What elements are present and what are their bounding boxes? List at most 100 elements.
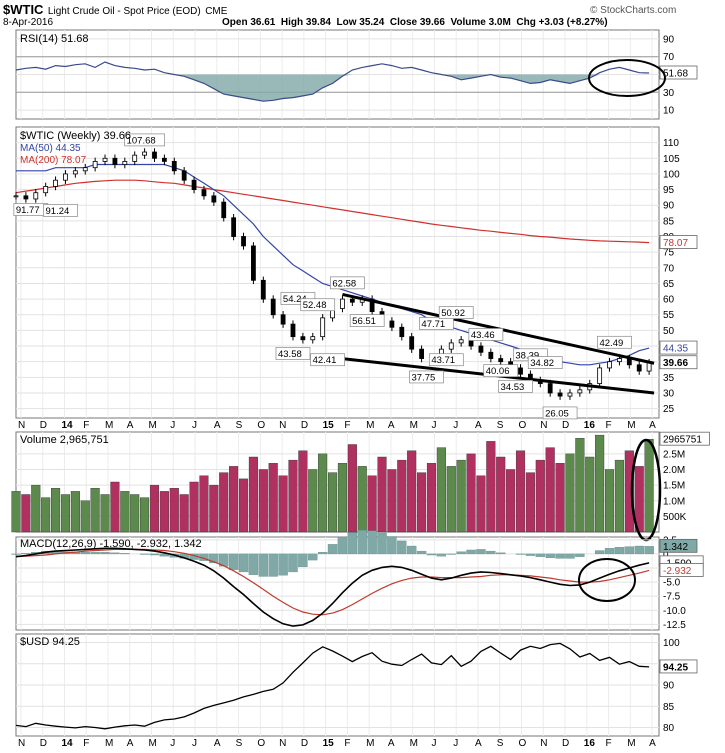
price-y-tick-label: 90: [663, 201, 675, 212]
volume-bar-down: [258, 469, 268, 533]
bottom-axis-x-tick-label: J: [431, 738, 436, 749]
top-axis-x-tick-label: A: [214, 420, 221, 431]
top-axis-x-tick-label: A: [475, 420, 482, 431]
price-candle-down: [488, 351, 494, 359]
top-axis-x-tick-label: J: [170, 420, 175, 431]
usd-legend: $USD 94.25: [20, 636, 80, 648]
price-candle-up: [33, 192, 39, 200]
rsi-oversold-fill: [16, 74, 650, 102]
macd-histogram-bar: [486, 550, 496, 555]
volume-value-tag: 2965751: [663, 435, 702, 446]
macd-histogram-bar: [397, 540, 407, 555]
bottom-axis-x-tick-label: N: [279, 738, 286, 749]
volume-bar-down: [555, 463, 565, 533]
volume-bar-up: [120, 491, 130, 533]
top-axis-x-tick-label: A: [388, 420, 395, 431]
volume-bar-down: [407, 450, 417, 533]
price-candle-up: [13, 195, 19, 198]
volume-bar-up: [308, 469, 318, 533]
price-candle-up: [448, 342, 454, 350]
price-y-tick-label: 105: [663, 154, 680, 165]
price-annotation-box: [483, 364, 519, 378]
top-axis-x-tick-label: N: [279, 420, 286, 431]
volume-bar-down: [21, 494, 31, 533]
macd-y-tick-label: 0: [663, 549, 669, 560]
macd-value-tag-box: [659, 538, 698, 553]
usd-value-tag-box: [659, 659, 698, 674]
price-annotation-box: [300, 298, 336, 312]
macd-histogram-bar: [496, 552, 506, 555]
price-candle-up: [567, 392, 573, 397]
macd-histogram-bar: [90, 552, 100, 555]
volume-bar-down: [387, 469, 397, 533]
volume-bar-up: [357, 466, 367, 533]
price-candle-up: [577, 389, 583, 394]
macd-histogram-bar: [357, 530, 367, 555]
bottom-axis-x-tick-label: 16: [584, 738, 596, 749]
price-candle-down: [251, 245, 256, 281]
price-candle-down: [201, 189, 207, 197]
macd-histogram-bar: [337, 536, 348, 555]
ma200-legend: MA(200) 78.07: [20, 155, 87, 166]
volume-bar-down: [209, 484, 219, 533]
ma50-legend: MA(50) 44.35: [20, 143, 81, 154]
usd-y-tick-label: 85: [663, 702, 675, 713]
price-annotation: 34.82: [530, 358, 554, 369]
volume-bar-down: [219, 472, 229, 533]
price-annotation: 42.49: [599, 338, 623, 349]
bottom-axis-x-tick-label: D: [301, 738, 308, 749]
price-annotation: 42.41: [313, 355, 337, 366]
price-annotation: 43.58: [278, 349, 302, 360]
price-y-tick-label: 60: [663, 295, 675, 306]
volume-bar-up: [41, 497, 51, 533]
price-annotation: 91.24: [46, 206, 70, 217]
volume-bar-up: [337, 463, 347, 533]
volume-bar-down: [169, 488, 179, 533]
bottom-axis-x-tick-label: J: [192, 738, 197, 749]
volume-bar-up: [60, 494, 71, 533]
volume-bar-down: [426, 463, 437, 533]
price-candle-down: [478, 345, 484, 353]
volume-bar-up: [575, 438, 585, 533]
bottom-axis-x-tick-label: J: [453, 738, 458, 749]
rsi-legend: RSI(14) 51.68: [20, 33, 88, 45]
bottom-axis-x-tick-label: F: [606, 738, 612, 749]
macd-histogram-bar: [466, 549, 476, 555]
volume-bar-up: [595, 434, 605, 533]
price-candle-down: [171, 161, 177, 172]
bottom-axis-x-tick-label: N: [18, 738, 25, 749]
top-axis-x-tick-label: D: [562, 420, 569, 431]
macd-histogram-bar: [228, 553, 239, 570]
macd-histogram-bar: [248, 553, 259, 575]
volume-bar-down: [486, 441, 496, 533]
volume-bar-up: [436, 447, 446, 533]
price-candle-down: [389, 320, 395, 328]
top-axis-x-tick-label: N: [540, 420, 547, 431]
volume-bar-down: [417, 472, 427, 533]
volume-bar-down: [278, 475, 288, 533]
price-value-tag-box: [659, 340, 698, 355]
macd-legend: MACD(12,26,9) -1.590, -2.932, 1.342: [20, 538, 202, 550]
price-candle-up: [617, 358, 622, 363]
macd-histogram-bar: [80, 552, 90, 555]
price-candle-down: [518, 367, 523, 375]
volume-y-tick-label: 500K: [663, 512, 687, 523]
macd-histogram-bar: [416, 550, 427, 555]
macd-histogram-bar: [446, 553, 456, 555]
volume-bar-down: [476, 475, 486, 533]
macd-histogram-bar: [387, 536, 397, 555]
macd-histogram-bar: [110, 552, 120, 555]
price-candle-down: [280, 314, 286, 325]
volume-bar-down: [298, 450, 308, 533]
volume-bar-down: [149, 484, 160, 533]
top-axis-x-tick-label: A: [127, 420, 134, 431]
rsi-y-tick-label: 30: [663, 88, 675, 99]
bottom-axis-x-tick-label: O: [518, 738, 526, 749]
macd-value-tag: 1.342: [663, 542, 688, 553]
panel-frame-macd: [15, 536, 660, 631]
macd-histogram-bar: [426, 553, 437, 556]
price-annotation: 26.05: [545, 408, 569, 419]
price-y-tick-label: 75: [663, 248, 675, 259]
price-candle-down: [300, 336, 306, 341]
exchange: CME: [205, 6, 228, 17]
